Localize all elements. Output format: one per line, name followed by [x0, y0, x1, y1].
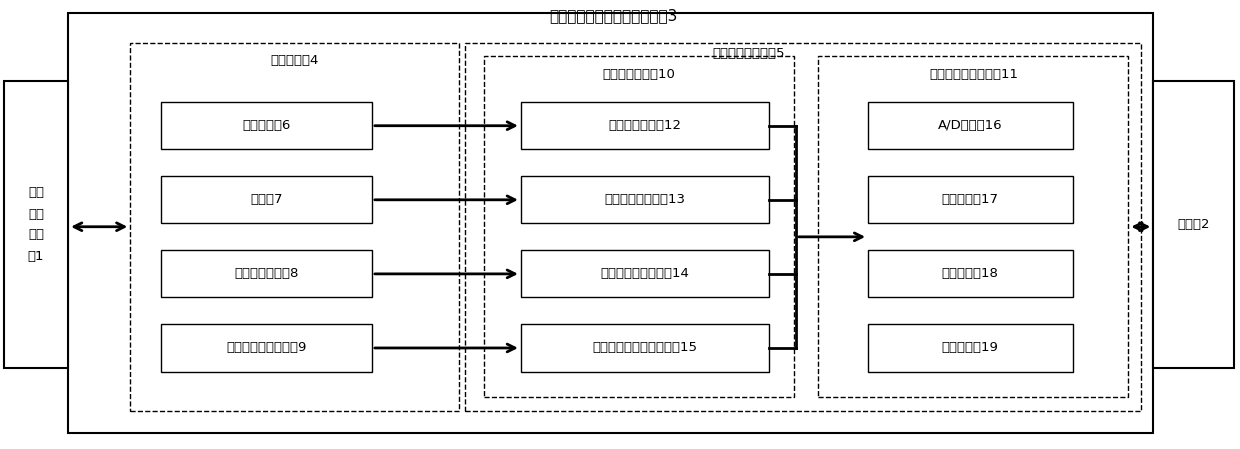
Text: 信号放大器17: 信号放大器17 — [942, 194, 998, 206]
Text: 信号处理功能子模块11: 信号处理功能子模块11 — [929, 68, 1018, 80]
Text: 裂纹张开位移传感器9: 裂纹张开位移传感器9 — [227, 342, 306, 354]
Text: 工控机2: 工控机2 — [1177, 218, 1210, 231]
Text: 温度传感器6: 温度传感器6 — [242, 119, 291, 132]
Bar — [161, 324, 372, 372]
Bar — [4, 81, 68, 368]
Text: 采集功能子模块10: 采集功能子模块10 — [603, 68, 675, 80]
Text: 应变片7: 应变片7 — [250, 194, 283, 206]
Text: 抗混滤波器19: 抗混滤波器19 — [942, 342, 998, 354]
Text: 低通滤波器18: 低通滤波器18 — [942, 268, 998, 280]
Bar — [868, 251, 1073, 297]
Text: 数据采集处理模块5: 数据采集处理模块5 — [713, 48, 785, 60]
Bar — [484, 56, 794, 397]
Text: 宽板
拉伸
试验
机1: 宽板 拉伸 试验 机1 — [27, 186, 45, 263]
Bar — [1153, 81, 1234, 368]
Text: 应变片信号采集卡13: 应变片信号采集卡13 — [604, 194, 686, 206]
Bar — [868, 324, 1073, 372]
Text: 传感器模块4: 传感器模块4 — [270, 54, 319, 67]
Bar — [130, 43, 459, 411]
Text: 线性位移信号采集卡14: 线性位移信号采集卡14 — [600, 268, 689, 280]
Bar — [465, 43, 1141, 411]
Bar — [521, 102, 769, 149]
Text: 线性位移传感器8: 线性位移传感器8 — [234, 268, 299, 280]
Bar — [868, 176, 1073, 223]
Text: 宽板拉伸试验机数据采集系统3: 宽板拉伸试验机数据采集系统3 — [549, 8, 678, 23]
Bar — [68, 13, 1153, 433]
Bar — [161, 251, 372, 297]
Bar — [161, 176, 372, 223]
Text: A/D转换卡16: A/D转换卡16 — [937, 119, 1003, 132]
Bar — [521, 176, 769, 223]
Bar — [868, 102, 1073, 149]
Bar — [521, 324, 769, 372]
Bar — [818, 56, 1128, 397]
Text: 裂纹张开位移信号采集卡15: 裂纹张开位移信号采集卡15 — [593, 342, 697, 354]
Bar — [521, 251, 769, 297]
Bar — [161, 102, 372, 149]
Text: 温度信号采集卡12: 温度信号采集卡12 — [609, 119, 681, 132]
